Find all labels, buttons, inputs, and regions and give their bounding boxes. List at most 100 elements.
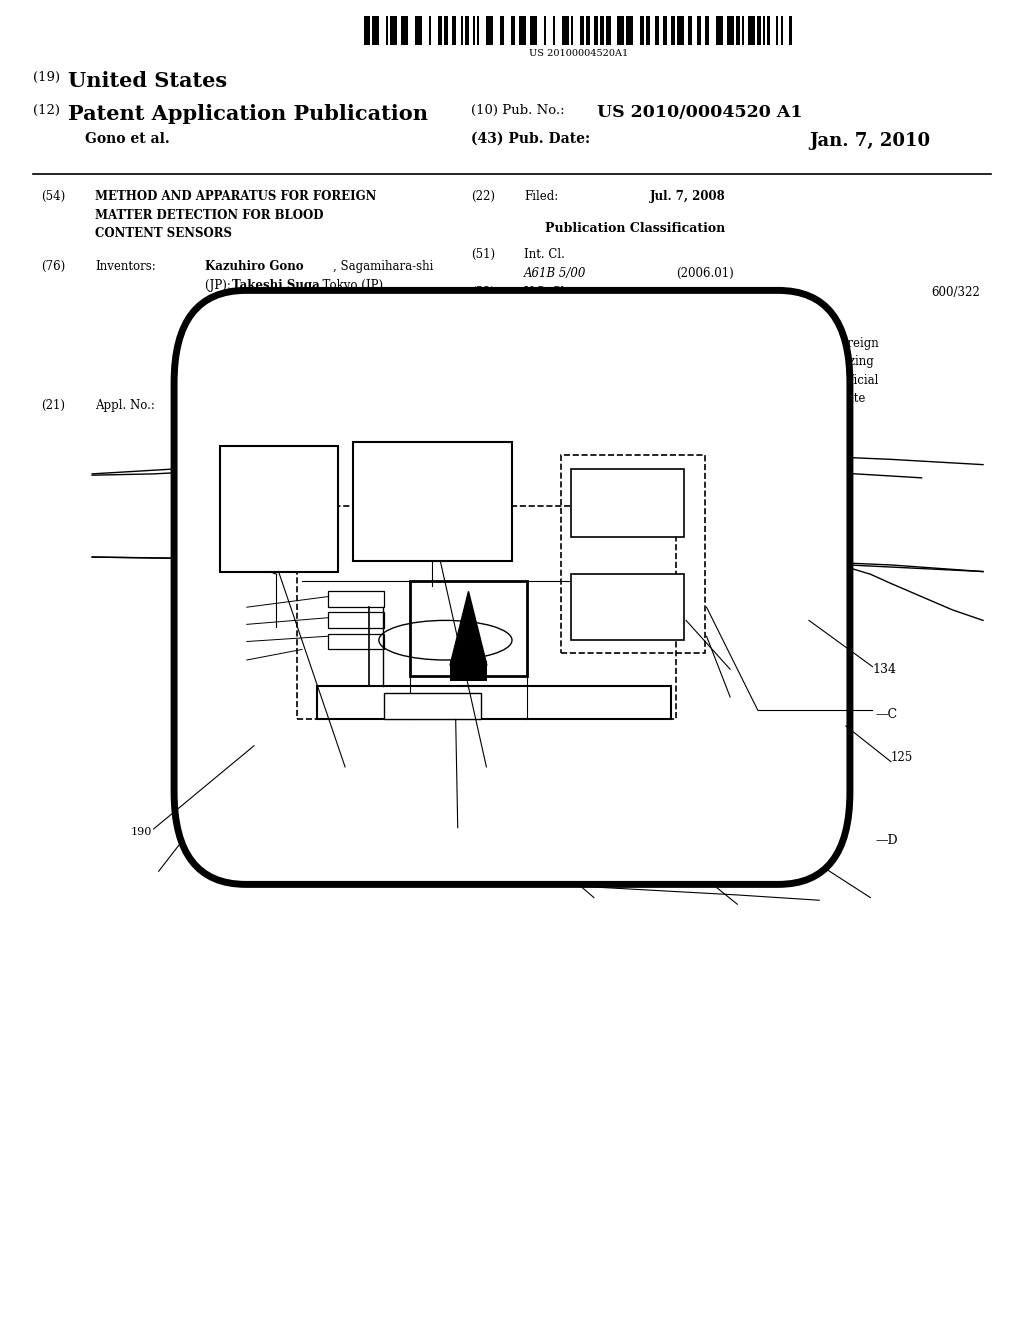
Text: NEWARK, NJ 07102 (US): NEWARK, NJ 07102 (US) [205, 366, 370, 379]
Bar [776, 16, 778, 45]
Text: United States: United States [68, 71, 226, 91]
Text: matter on an in vivo blood content sensor window utilizing: matter on an in vivo blood content senso… [524, 355, 874, 368]
Text: Patent Application Publication: Patent Application Publication [68, 104, 428, 124]
Bar [373, 16, 379, 45]
Bar [386, 16, 388, 45]
Text: MATTER DETECTION FOR BLOOD: MATTER DETECTION FOR BLOOD [95, 209, 324, 222]
Bar [571, 469, 684, 537]
Text: Inventors:: Inventors: [95, 260, 156, 273]
Text: (54): (54) [41, 190, 66, 203]
Text: Filed:: Filed: [524, 190, 558, 203]
Text: Appl. No.:: Appl. No.: [95, 399, 155, 412]
Text: US 20100004520A1: US 20100004520A1 [529, 49, 628, 58]
Bar [415, 16, 422, 45]
Text: 134: 134 [872, 663, 896, 676]
Text: A—: A— [435, 822, 457, 836]
Text: U.S. Cl.: U.S. Cl. [524, 286, 568, 300]
Text: 130: 130 [486, 755, 509, 768]
Text: ONE GATEWAY CENTER: ONE GATEWAY CENTER [205, 347, 366, 360]
Bar [727, 16, 734, 45]
Text: (52): (52) [471, 286, 496, 300]
Bar [353, 442, 512, 561]
Text: 122: 122 [388, 676, 408, 685]
Bar [544, 16, 546, 45]
Text: B: B [625, 828, 634, 841]
Bar [511, 16, 515, 45]
Text: 132: 132 [664, 829, 685, 840]
Text: (51): (51) [471, 248, 496, 261]
Text: Apparatus and methods for detecting and removing foreign: Apparatus and methods for detecting and … [524, 337, 879, 350]
Bar [790, 16, 792, 45]
Bar [390, 16, 397, 45]
Text: 128: 128 [224, 619, 246, 630]
Bar [553, 16, 555, 45]
Bar [328, 634, 384, 649]
Bar [500, 16, 504, 45]
Text: ................................................: ........................................… [573, 286, 729, 296]
Text: US 2010/0004520 A1: US 2010/0004520 A1 [597, 104, 803, 121]
Text: 127: 127 [224, 655, 246, 665]
Bar [410, 581, 527, 676]
Text: Takeshi Suga: Takeshi Suga [232, 279, 321, 292]
Bar [438, 16, 442, 45]
Text: 129: 129 [224, 602, 246, 612]
Bar [486, 16, 493, 45]
Bar [716, 16, 723, 45]
Text: time and wavelength techniques to provide more beneficial: time and wavelength techniques to provid… [524, 374, 879, 387]
Bar [317, 686, 671, 719]
Text: (21): (21) [41, 399, 65, 412]
Text: 125: 125 [891, 751, 913, 764]
Text: 125: 125 [307, 851, 328, 862]
Text: CONTENT SENSORS: CONTENT SENSORS [95, 227, 232, 240]
Bar [461, 16, 463, 45]
Text: Int. Cl.: Int. Cl. [524, 248, 565, 261]
Text: , Sagamihara-shi: , Sagamihara-shi [333, 260, 433, 273]
Bar [617, 16, 625, 45]
Text: 132: 132 [731, 697, 753, 708]
Bar [220, 446, 338, 572]
Bar [453, 16, 457, 45]
Bar [696, 16, 700, 45]
Text: Jul. 7, 2008: Jul. 7, 2008 [650, 190, 726, 203]
Text: (57): (57) [471, 314, 496, 327]
Text: (43) Pub. Date:: (43) Pub. Date: [471, 132, 590, 147]
Bar [627, 16, 633, 45]
Bar [465, 16, 469, 45]
Bar [562, 16, 568, 45]
Text: 123: 123 [215, 854, 236, 865]
Bar [646, 16, 650, 45]
Text: (10) Pub. No.:: (10) Pub. No.: [471, 104, 569, 117]
Bar [401, 16, 409, 45]
Bar [749, 16, 755, 45]
Text: (22): (22) [471, 190, 495, 203]
Text: 126: 126 [224, 636, 246, 647]
Bar [384, 693, 481, 719]
Bar [328, 612, 384, 628]
Bar [757, 16, 761, 45]
Text: 121: 121 [507, 697, 528, 708]
Text: information to an operator to facilitate for more accurate: information to an operator to facilitate… [524, 392, 865, 405]
Bar [705, 16, 709, 45]
Text: (JP);: (JP); [205, 279, 234, 292]
Text: Jan. 7, 2010: Jan. 7, 2010 [809, 132, 930, 150]
Bar [444, 16, 449, 45]
Text: —195: —195 [814, 744, 847, 755]
Text: A61B 5/00: A61B 5/00 [524, 267, 587, 280]
Bar [677, 16, 684, 45]
Bar [561, 455, 705, 653]
Bar [571, 574, 684, 640]
Bar [763, 16, 765, 45]
Bar [767, 16, 769, 45]
Text: 190: 190 [130, 826, 152, 837]
Bar [328, 591, 384, 607]
Bar [429, 16, 431, 45]
Text: GIBBONS P.C.: GIBBONS P.C. [205, 329, 298, 342]
Bar [640, 16, 644, 45]
Text: , Tokyo (JP): , Tokyo (JP) [315, 279, 384, 292]
Bar [606, 16, 610, 45]
Text: (2006.01): (2006.01) [676, 267, 733, 280]
Text: 600/322: 600/322 [931, 286, 980, 300]
Bar [600, 16, 604, 45]
Bar [736, 16, 740, 45]
Text: (19): (19) [33, 71, 65, 84]
